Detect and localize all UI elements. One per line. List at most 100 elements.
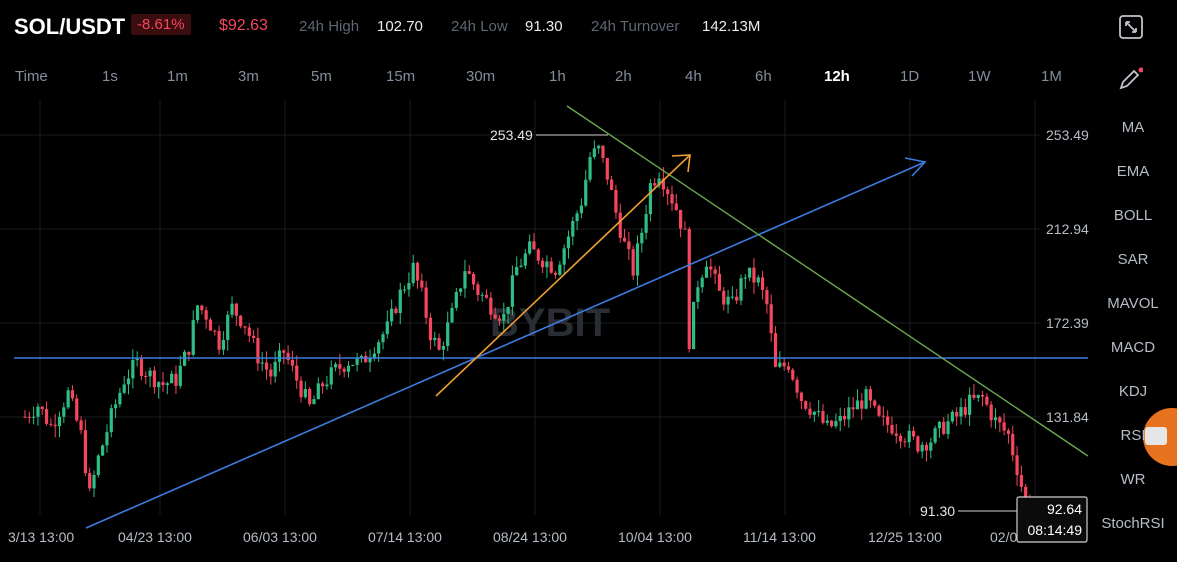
candle-body [476,284,480,296]
candle-body [1015,455,1019,476]
candle-body [799,392,803,402]
y-tick-label: 131.84 [1046,409,1089,425]
timeframe-12h[interactable]: 12h [824,68,850,85]
turnover-value: 142.13M [702,18,761,35]
candle-body [27,416,31,418]
timeframe-1d[interactable]: 1D [900,68,920,85]
timeframe-1w[interactable]: 1W [968,68,991,85]
candle-body [70,390,75,399]
candle-body [346,365,351,372]
candle-body [946,421,950,434]
candle-body [579,205,584,214]
timeframe-1s[interactable]: 1s [102,68,118,85]
candle-body [635,243,640,276]
candle-body [467,271,471,274]
candle-body [1002,422,1006,431]
candle-body [653,183,657,186]
candle-body [868,389,873,401]
candle-body [195,305,200,321]
candle-body [351,364,355,366]
candle-body [713,269,717,274]
pair-name[interactable]: SOL/USDT [14,14,126,39]
candle-body [911,430,916,437]
candle-body [57,416,62,427]
candle-body [433,337,437,341]
timeframe-5m[interactable]: 5m [311,68,332,85]
candle-body [679,209,683,229]
candle-body [773,333,778,367]
candle-body [450,307,454,323]
candle-body [933,428,937,443]
indicator-kdj[interactable]: KDJ [1118,383,1148,400]
candle-body [1019,475,1023,487]
candle-body [170,373,174,384]
timeframe-3m[interactable]: 3m [238,68,259,85]
candle-body [998,417,1002,423]
indicator-macd[interactable]: MACD [1110,339,1156,356]
timeframe-4h[interactable]: 4h [685,68,702,85]
current-price-box [1016,496,1088,543]
candle-body [144,376,148,378]
indicator-wr[interactable]: WR [1120,471,1146,488]
candle-body [381,334,385,343]
candle-body [282,350,286,353]
indicator-sar[interactable]: SAR [1117,251,1149,268]
candle-body [62,407,66,417]
trendline-green[interactable] [566,105,1089,457]
x-tick-label: 12/25 13:00 [868,529,942,545]
candle-body [743,277,747,279]
timeframe-time[interactable]: Time [15,68,48,85]
candle-body [139,358,144,377]
candle-body [247,327,251,336]
candle-body [963,407,967,415]
candle-body [325,384,329,387]
candle-body [838,415,842,422]
candle-body [316,383,320,400]
candle-body [1024,486,1028,501]
trendline-orange[interactable] [435,154,691,397]
candle-body [312,399,316,405]
x-tick-label: 07/14 13:00 [368,529,442,545]
candle-body [566,236,571,249]
floating-camera-button[interactable] [1143,408,1177,466]
timeframe-30m[interactable]: 30m [466,68,496,85]
expand-icon[interactable] [1118,14,1144,40]
drawing-pen-icon[interactable] [1117,66,1143,92]
candle-body [730,296,734,298]
timeframe-15m[interactable]: 15m [386,68,416,85]
current-price-label: 92.64 [1047,501,1082,517]
candle-body [40,406,44,410]
candle-body [126,378,131,385]
candle-body [234,303,238,316]
indicator-stochrsi[interactable]: StochRSI [1101,515,1165,532]
candle-body [152,370,156,388]
timeframe-1h[interactable]: 1h [549,68,566,85]
candle-body [286,352,290,360]
indicator-ema[interactable]: EMA [1116,163,1150,180]
candle-body [295,365,299,381]
indicator-rsi[interactable]: RSI [1120,427,1146,444]
candle-body [441,346,445,350]
trendline-blue[interactable] [85,161,926,529]
indicator-boll[interactable]: BOLL [1113,207,1153,224]
candle-body [717,273,722,291]
timeframe-2h[interactable]: 2h [615,68,632,85]
candle-body [471,273,476,285]
candle-body [985,396,989,405]
candle-body [683,228,687,230]
timeframe-6h[interactable]: 6h [755,68,772,85]
candle-body [558,264,562,275]
candle-body [881,415,885,417]
timeframe-1m[interactable]: 1m [167,68,188,85]
candle-body [489,297,493,315]
candle-body [303,389,307,398]
candle-body [691,301,696,350]
candle-body [644,214,648,233]
candle-body [597,145,601,149]
indicator-ma[interactable]: MA [1121,119,1145,136]
candle-body [886,416,890,425]
indicator-mavol[interactable]: MAVOL [1107,295,1159,312]
candle-body [929,442,933,451]
timeframe-1m[interactable]: 1M [1041,68,1062,85]
